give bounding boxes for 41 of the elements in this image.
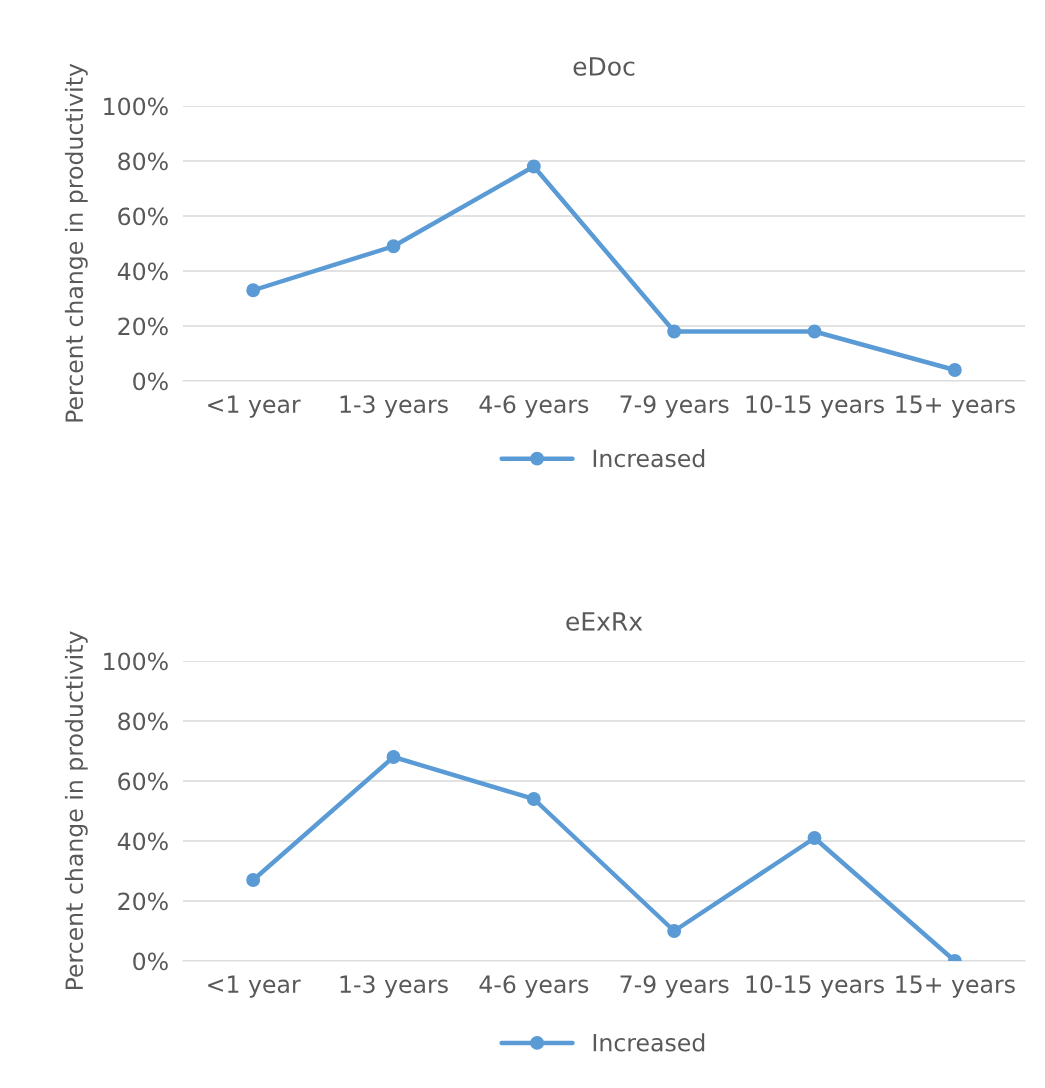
y-tick-label: 0% bbox=[133, 372, 168, 391]
y-axis-title: Percent change in productivity bbox=[64, 63, 88, 422]
y-tick-label: 80% bbox=[118, 712, 168, 731]
y-tick-label: 20% bbox=[118, 892, 168, 911]
x-tick-label: 7-9 years bbox=[620, 395, 729, 418]
y-tick-label: 60% bbox=[118, 207, 168, 226]
point bbox=[246, 873, 261, 887]
point bbox=[667, 924, 682, 938]
x-tick-label: 7-9 years bbox=[620, 975, 729, 998]
point bbox=[526, 792, 541, 806]
y-tick-label: 100% bbox=[104, 97, 168, 116]
point bbox=[807, 324, 822, 339]
y-tick-label: 0% bbox=[133, 952, 168, 971]
y-tick-label: 80% bbox=[118, 152, 168, 171]
legend-label: Increased bbox=[593, 1033, 705, 1052]
point bbox=[807, 831, 822, 845]
x-tick-label: <1 year bbox=[208, 975, 301, 998]
y-tick-label: 40% bbox=[117, 262, 168, 281]
x-tick-label: 1-3 years bbox=[340, 395, 448, 418]
y-tick-label: 60% bbox=[118, 772, 168, 791]
y-tick-label: 20% bbox=[118, 317, 168, 336]
x-tick-label: 1-3 years bbox=[340, 975, 448, 998]
point bbox=[526, 159, 541, 174]
y-tick-label: 40% bbox=[117, 832, 168, 851]
point bbox=[947, 363, 962, 377]
point bbox=[246, 283, 261, 298]
point bbox=[386, 750, 401, 764]
x-tick-label: 15+ years bbox=[896, 395, 1015, 418]
y-tick-label: 100% bbox=[104, 652, 168, 671]
y-axis-title: Percent change in productivity bbox=[64, 631, 88, 990]
chart-title: eExRx bbox=[566, 612, 643, 631]
legend-label: Increased bbox=[593, 449, 705, 468]
point bbox=[386, 239, 401, 254]
x-tick-label: 4-6 years bbox=[479, 975, 589, 998]
x-tick-label: 10-15 years bbox=[746, 395, 884, 418]
chart-title: eDoc bbox=[573, 57, 635, 76]
point bbox=[667, 324, 682, 339]
x-tick-label: 15+ years bbox=[896, 975, 1015, 998]
x-tick-label: 4-6 years bbox=[479, 395, 589, 418]
x-tick-label: <1 year bbox=[208, 395, 301, 418]
x-tick-label: 10-15 years bbox=[746, 975, 884, 998]
